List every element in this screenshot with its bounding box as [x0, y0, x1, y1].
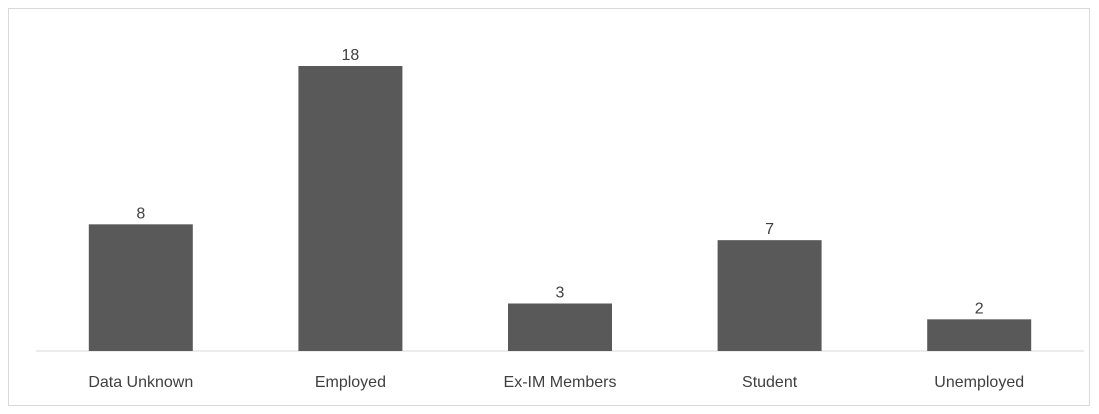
data-label: 2 [975, 300, 984, 317]
bars-group [88, 66, 1032, 351]
category-labels-group: Data Unknown Employed Ex-IM Members Student… [88, 374, 1024, 391]
category-label: Student [742, 374, 798, 391]
data-label: 3 [556, 285, 565, 302]
data-label: 8 [136, 205, 145, 222]
bar-unemployed [927, 319, 1032, 351]
data-label: 7 [765, 221, 774, 238]
data-label: 18 [342, 47, 360, 64]
category-label: Employed [315, 374, 386, 391]
bar-ex-im-members [508, 303, 612, 351]
bar-student [717, 240, 822, 351]
bar-employed [298, 66, 403, 351]
data-labels-group: 8 18 3 7 2 [136, 47, 983, 317]
bar-data-unknown [88, 224, 193, 351]
category-label: Data Unknown [88, 374, 193, 391]
category-label: Unemployed [934, 374, 1024, 391]
category-label: Ex-IM Members [504, 374, 617, 391]
